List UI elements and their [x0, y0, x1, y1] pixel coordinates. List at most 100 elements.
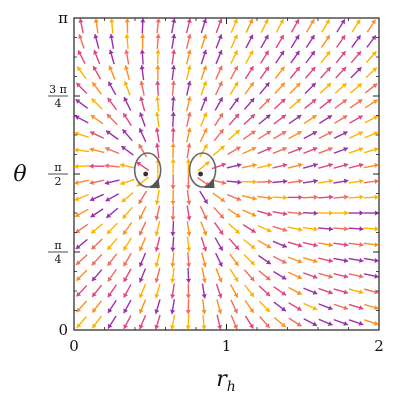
field-arrow	[211, 179, 227, 186]
field-arrow	[154, 143, 161, 159]
field-arrow	[272, 194, 288, 201]
vortex-loop-marker	[188, 152, 217, 188]
field-arrow	[186, 205, 192, 221]
field-arrow	[185, 283, 191, 299]
field-arrow	[124, 33, 130, 49]
field-arrow	[136, 161, 150, 172]
y-tick-label: π	[58, 9, 68, 27]
field-arrow	[215, 268, 223, 283]
field-arrow	[319, 98, 332, 109]
field-arrow	[365, 50, 377, 64]
y-tick-fraction-label: π2	[48, 161, 68, 188]
field-arrow	[363, 194, 379, 200]
field-arrow	[318, 146, 333, 154]
field-arrow	[154, 127, 160, 143]
field-arrow	[241, 194, 257, 201]
field-arrow	[215, 18, 223, 34]
field-arrow	[287, 178, 303, 184]
field-arrow	[200, 34, 208, 49]
field-arrow	[289, 82, 301, 95]
field-arrow	[90, 114, 104, 125]
field-arrow	[333, 242, 349, 248]
field-arrow	[302, 257, 318, 264]
field-arrow	[304, 82, 317, 94]
field-arrow	[350, 50, 362, 64]
field-arrow	[273, 98, 286, 110]
field-arrow	[109, 18, 115, 34]
field-arrow	[259, 316, 271, 329]
field-arrow	[93, 33, 100, 49]
field-arrow	[139, 49, 146, 65]
field-arrow	[333, 226, 349, 232]
field-arrow	[364, 99, 379, 109]
field-arrow	[348, 226, 364, 232]
field-arrow	[303, 146, 318, 155]
field-arrow	[105, 130, 119, 140]
field-arrow	[201, 299, 207, 315]
field-arrow	[272, 210, 288, 217]
field-arrow	[318, 242, 334, 248]
field-arrow	[287, 241, 303, 248]
field-arrow	[273, 114, 287, 125]
field-arrow	[348, 210, 364, 216]
field-arrow	[74, 179, 90, 186]
field-arrow	[74, 131, 89, 138]
field-arrow	[363, 303, 379, 311]
field-arrow	[290, 18, 300, 33]
field-arrow	[122, 222, 133, 236]
field-arrow	[288, 286, 303, 296]
field-arrow	[78, 34, 85, 49]
field-arrow	[154, 283, 161, 299]
field-arrow	[91, 81, 102, 95]
field-arrow	[215, 252, 223, 267]
field-arrow	[107, 315, 117, 329]
field-arrow	[305, 50, 316, 64]
field-arrow	[303, 272, 318, 280]
field-arrow	[258, 300, 271, 313]
y-tick-fraction-label: 3 π4	[48, 83, 68, 110]
field-arrow	[272, 178, 288, 185]
field-arrow	[197, 160, 210, 172]
field-arrow	[274, 66, 286, 79]
field-arrow	[216, 299, 223, 315]
field-arrow	[230, 34, 238, 49]
field-arrow	[91, 269, 103, 282]
field-arrow	[348, 178, 364, 184]
field-arrow	[170, 96, 176, 112]
field-arrow	[258, 114, 271, 125]
field-arrow	[91, 253, 103, 266]
field-arrow	[214, 237, 224, 252]
field-arrow	[365, 83, 378, 94]
field-arrow	[304, 66, 316, 79]
field-arrow	[260, 34, 269, 49]
field-arrow	[257, 239, 272, 249]
field-arrow	[302, 194, 318, 200]
field-arrow	[122, 112, 133, 127]
field-arrow	[123, 284, 132, 298]
field-arrow	[91, 315, 102, 329]
field-arrow	[123, 268, 132, 283]
plot-frame	[73, 17, 380, 331]
field-arrow	[363, 273, 379, 279]
field-arrow	[76, 66, 87, 80]
svg-text:4: 4	[55, 253, 62, 266]
field-arrow	[104, 179, 120, 186]
field-arrow	[259, 66, 270, 80]
field-arrow	[186, 236, 192, 252]
field-arrow	[155, 18, 161, 34]
field-arrow	[303, 114, 317, 125]
field-arrow	[257, 179, 273, 185]
field-arrow	[363, 257, 379, 263]
field-arrow	[336, 19, 346, 33]
x-tick-label: 2	[374, 337, 384, 355]
field-arrow	[363, 178, 379, 184]
field-arrow	[229, 253, 240, 267]
field-arrow	[304, 98, 317, 110]
field-arrow	[154, 267, 161, 283]
field-arrow	[169, 299, 176, 315]
field-arrow	[334, 98, 348, 109]
field-arrow	[185, 267, 192, 283]
field-arrow	[333, 257, 349, 264]
field-arrow	[302, 162, 318, 169]
